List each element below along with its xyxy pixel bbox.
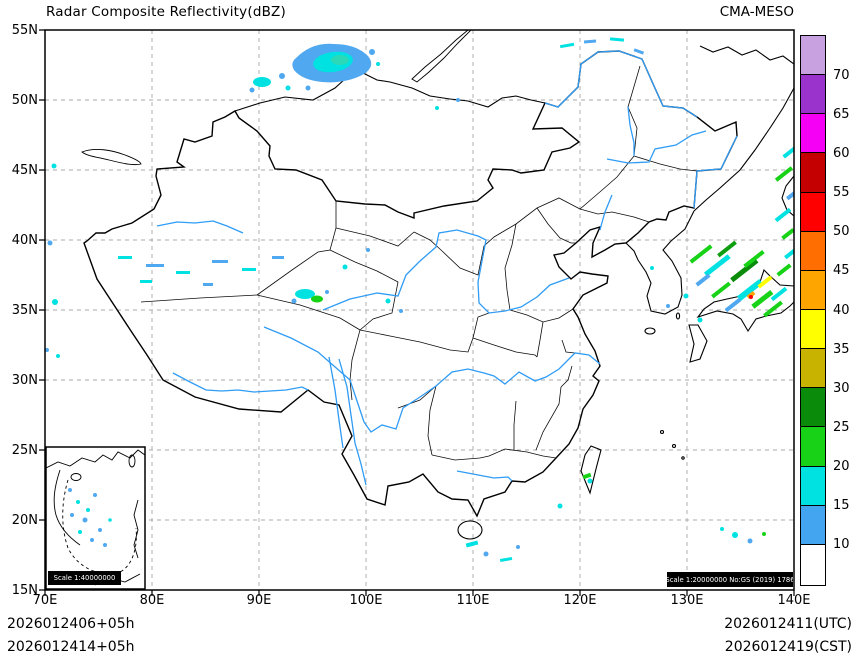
colorbar-segment <box>801 270 825 310</box>
colorbar-level-label: 55 <box>833 185 850 201</box>
colorbar-level-label: 40 <box>833 302 850 318</box>
colorbar-segment <box>801 309 825 350</box>
lat-tick-label: 20N <box>11 513 38 528</box>
colorbar-level-label: 15 <box>833 498 850 514</box>
colorbar-level-label: 45 <box>833 263 850 279</box>
colorbar-segment <box>801 153 825 193</box>
coastlines <box>234 45 794 540</box>
tsangpo-river <box>172 372 309 393</box>
colorbar-segment <box>801 505 825 545</box>
lat-tick-label: 50N <box>11 93 38 108</box>
lon-tick-label: 80E <box>139 593 165 608</box>
graticule-grid <box>45 30 794 590</box>
amur-river <box>544 50 698 118</box>
inset-radar-echoes <box>68 488 112 547</box>
lon-tick-label: 130E <box>670 593 704 608</box>
inset-map <box>45 446 146 590</box>
taiwan-island <box>580 445 602 495</box>
colorbar-segment <box>801 75 825 115</box>
colorbar-level-label: 25 <box>833 419 850 435</box>
valid-time-utc: 2026012411(UTC) <box>724 616 852 632</box>
jeju-island <box>644 327 656 335</box>
mekong-river <box>338 358 367 486</box>
radar-echoes <box>45 37 794 563</box>
lon-tick-label: 100E <box>349 593 383 608</box>
colorbar-level-label: 20 <box>833 459 850 475</box>
primorye-coast <box>693 87 794 212</box>
colorbar-segment <box>801 427 825 467</box>
colorbar-level-label: 35 <box>833 341 850 357</box>
liao-river <box>599 194 613 231</box>
lon-tick-label: 70E <box>32 593 58 608</box>
colorbar-level-label: 50 <box>833 224 850 240</box>
colorbar-level-label: 70 <box>833 67 850 83</box>
lakes <box>81 30 472 166</box>
honshu-island <box>696 268 794 333</box>
lake-baikal <box>411 30 472 83</box>
ussuri-river <box>693 135 738 209</box>
lon-tick-label: 110E <box>456 593 490 608</box>
colorbar-level-label: 60 <box>833 145 850 161</box>
songhua-river <box>606 130 707 164</box>
korea-peninsula <box>625 210 695 315</box>
model-name-label: CMA-MESO <box>719 4 794 20</box>
yangtze-river <box>263 326 601 433</box>
colorbar-segment <box>801 36 825 76</box>
tarim-river <box>156 220 244 234</box>
colorbar-level-label: 65 <box>833 106 850 122</box>
colorbar-segment <box>801 114 825 154</box>
lon-tick-label: 90E <box>246 593 272 608</box>
lat-tick-label: 30N <box>11 373 38 388</box>
pearl-river <box>456 470 513 482</box>
okhotsk-coast <box>699 45 794 65</box>
china-boundary <box>83 50 738 518</box>
colorbar-level-label: 10 <box>833 537 850 553</box>
colorbar-segment <box>801 466 825 506</box>
mongolia-russia-border <box>234 72 546 112</box>
colorbar-segment <box>801 388 825 428</box>
yellow-river <box>322 229 570 314</box>
lat-tick-label: 35N <box>11 303 38 318</box>
lat-tick-label: 15N <box>11 583 38 598</box>
lon-tick-label: 120E <box>563 593 597 608</box>
lake-balkhash <box>81 148 142 166</box>
hainan-island <box>457 520 483 540</box>
colorbar-segment <box>801 192 825 232</box>
tsushima-island <box>675 312 681 320</box>
init-time-utc: 2026012406+05h <box>7 616 135 632</box>
inset-scale-label: Scale 1:40000000 <box>48 571 121 585</box>
kyushu-island <box>688 324 708 363</box>
init-time-cst: 2026012414+05h <box>7 639 135 655</box>
lat-tick-label: 55N <box>11 23 38 38</box>
colorbar-segment <box>801 349 825 389</box>
rivers <box>156 50 738 486</box>
reflectivity-colorbar <box>800 35 826 586</box>
nen-river <box>627 106 635 156</box>
map-scale-label: Scale 1:20000000 No:GS (2019) 1786 <box>667 572 793 587</box>
lon-tick-label: 140E <box>777 593 811 608</box>
map-frame <box>39 29 795 596</box>
colorbar-level-label: 30 <box>833 380 850 396</box>
lat-tick-label: 25N <box>11 443 38 458</box>
salween-river <box>328 356 344 449</box>
colorbar-segment <box>801 231 825 271</box>
lat-tick-label: 40N <box>11 233 38 248</box>
lat-tick-label: 45N <box>11 163 38 178</box>
valid-time-cst: 2026012419(CST) <box>724 639 852 655</box>
page-title: Radar Composite Reflectivity(dBZ) <box>46 4 286 20</box>
colorbar-segment <box>801 544 825 584</box>
province-borders <box>140 65 698 461</box>
